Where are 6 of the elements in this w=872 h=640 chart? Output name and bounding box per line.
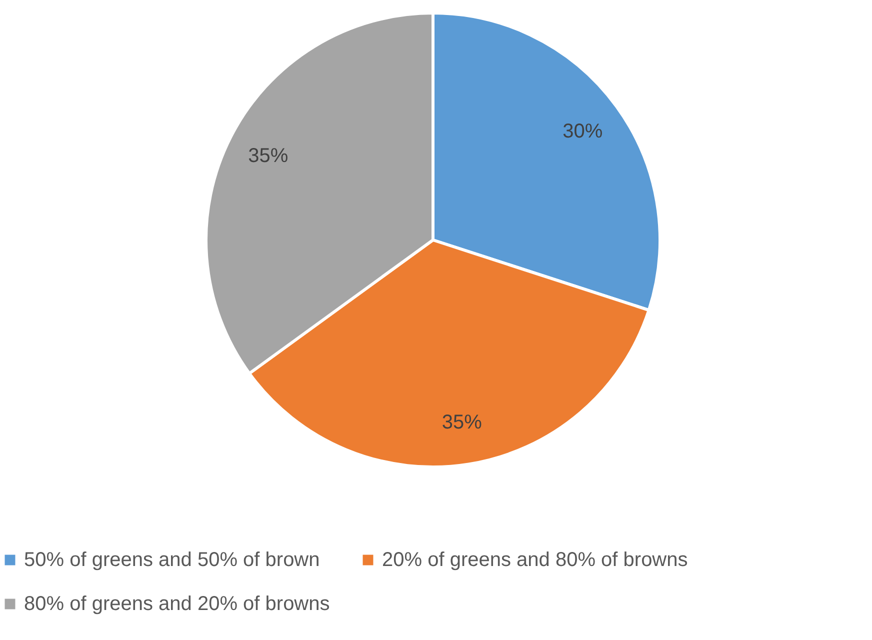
legend-label: 80% of greens and 20% of browns — [24, 593, 330, 615]
data-label: 35% — [442, 412, 482, 434]
legend-label: 50% of greens and 50% of brown — [24, 549, 320, 571]
legend-label: 20% of greens and 80% of browns — [382, 549, 688, 571]
data-label: 35% — [248, 145, 288, 168]
data-label: 30% — [562, 120, 603, 142]
